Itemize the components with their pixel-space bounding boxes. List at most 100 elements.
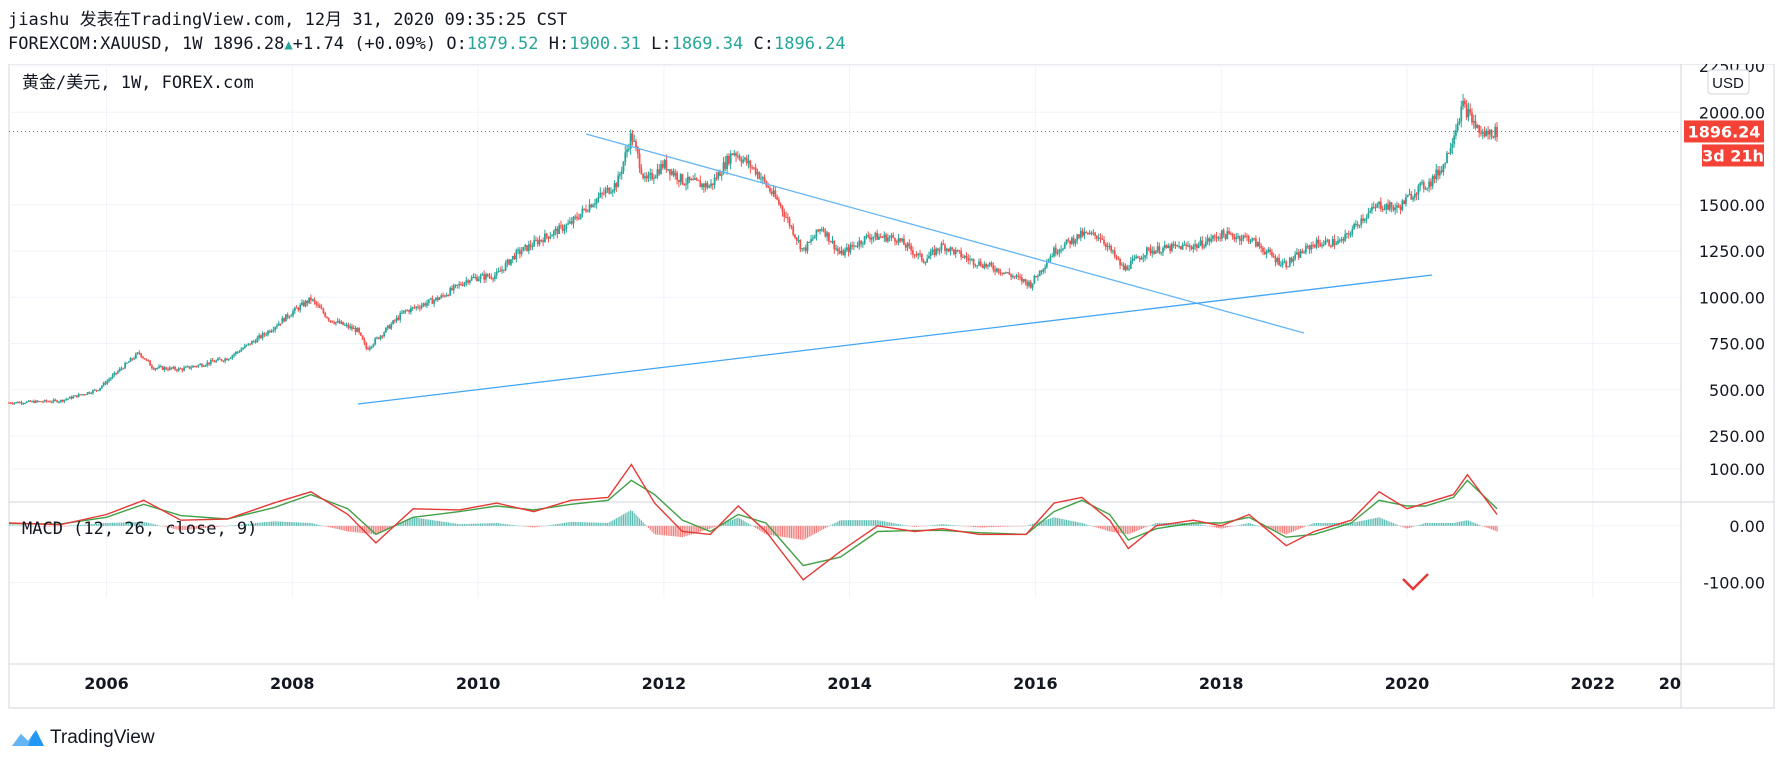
candle-body <box>1313 245 1316 248</box>
macd-histogram-bar <box>128 522 130 526</box>
macd-histogram-bar <box>47 525 49 527</box>
macd-histogram-bar <box>964 525 966 527</box>
macd-histogram-bar <box>1217 525 1219 529</box>
candle-body <box>376 337 378 339</box>
macd-histogram-bar <box>1405 525 1407 529</box>
trendline-resistance[interactable] <box>585 133 1305 334</box>
candle-body <box>760 178 762 180</box>
macd-histogram-bar <box>342 525 344 531</box>
macd-histogram-bar <box>578 522 580 526</box>
candle-body <box>856 246 859 248</box>
candle-body <box>965 256 968 259</box>
trendline-support[interactable] <box>357 274 1433 405</box>
candle-body <box>660 163 662 174</box>
macd-histogram-bar <box>569 522 571 526</box>
candle-body <box>956 250 959 252</box>
macd-histogram-bar <box>910 525 912 527</box>
macd-histogram-bar <box>803 525 805 540</box>
candle-body <box>661 163 664 168</box>
macd-histogram-bar <box>524 525 526 527</box>
candle-body <box>1353 223 1356 230</box>
macd-histogram-bar <box>1246 523 1248 526</box>
candle-body <box>417 306 419 308</box>
candle-body <box>293 307 296 312</box>
macd-histogram-bar <box>51 525 53 527</box>
macd-histogram-bar <box>930 525 932 526</box>
macd-histogram-bar <box>188 525 191 530</box>
candle-body <box>1419 183 1422 186</box>
candle-body <box>242 348 244 350</box>
macd-histogram-bar <box>333 525 335 529</box>
currency-label: USD <box>1712 75 1744 92</box>
macd-histogram-bar <box>662 525 664 536</box>
macd-histogram-bar <box>383 525 385 531</box>
candle-body <box>209 360 212 365</box>
macd-axis[interactable]: 100.000.00-100.00 <box>1703 460 1765 593</box>
candle-body <box>1451 143 1454 149</box>
macd-histogram-bar <box>1340 523 1343 526</box>
ohlc-row: FOREXCOM:XAUUSD, 1W 1896.28▲+1.74 (+0.09… <box>8 32 846 57</box>
candle-body <box>142 356 144 359</box>
macd-histogram-bar <box>630 510 632 526</box>
candle-body <box>644 176 646 179</box>
macd-histogram-bar <box>1065 519 1068 526</box>
macd-histogram-bar <box>233 525 235 526</box>
candle-body <box>599 192 602 197</box>
candle-body <box>1322 244 1325 246</box>
candle-body <box>710 183 712 187</box>
macd-histogram-bar <box>1385 520 1387 526</box>
candle-body <box>970 259 973 261</box>
candle-body <box>536 240 539 245</box>
time-axis[interactable]: 2006 2008 2010 2012 2014 2016 2018 2020 2022 20 <box>84 674 1681 693</box>
candle-body <box>1081 230 1084 236</box>
macd-histogram-bar <box>304 522 307 526</box>
macd-histogram-bar <box>1137 525 1139 531</box>
macd-histogram-bar <box>40 525 42 527</box>
macd-histogram-bar <box>140 521 142 526</box>
macd-histogram-bar <box>596 522 598 526</box>
macd-histogram-bar <box>521 525 523 527</box>
candle-body <box>1038 270 1041 277</box>
candle-body <box>1406 195 1409 198</box>
macd-histogram-bar <box>1203 525 1205 526</box>
currency-button[interactable]: USD <box>1707 69 1750 95</box>
candle-body <box>940 243 943 251</box>
candle-body <box>569 221 571 224</box>
macd-histogram-bar <box>74 525 76 526</box>
candle-body <box>443 295 446 297</box>
macd-histogram-bar <box>1389 521 1391 526</box>
candle-body <box>981 265 984 268</box>
chart[interactable]: 2250.002000.001500.001250.001000.00750.0… <box>0 64 1783 714</box>
macd-histogram-bar <box>251 523 253 526</box>
macd-histogram-bar <box>1240 524 1243 526</box>
candle-body <box>472 277 475 279</box>
macd-histogram-bar <box>862 520 864 526</box>
candle-body <box>270 330 273 333</box>
macd-histogram-bar <box>1228 525 1230 528</box>
macd-histogram-bar <box>178 525 180 530</box>
macd-histogram-bar <box>137 522 139 526</box>
candle-body <box>120 368 123 370</box>
macd-histogram-bar <box>688 525 691 536</box>
candle-body <box>1460 106 1463 122</box>
time-tick: 2012 <box>642 674 687 693</box>
macd-histogram-bar <box>819 525 821 532</box>
macd-histogram-bar <box>1274 525 1277 532</box>
macd-histogram-bar <box>951 525 953 526</box>
candle-body <box>399 313 402 320</box>
macd-histogram-bar <box>1098 525 1100 529</box>
macd-histogram-bar <box>85 524 87 526</box>
candle-body <box>415 306 418 308</box>
candle-body <box>1133 258 1136 260</box>
candle-body <box>829 241 832 243</box>
macd-histogram-bar <box>79 524 82 526</box>
candle-body <box>383 332 386 336</box>
candle-body <box>795 237 798 241</box>
candle-body <box>402 310 405 313</box>
candle-body <box>1078 234 1080 238</box>
footer[interactable]: TradingView <box>8 726 155 750</box>
candle-body <box>1401 200 1404 210</box>
candle-body <box>127 361 130 363</box>
macd-histogram-bar <box>490 523 492 526</box>
macd-histogram-bar <box>415 517 417 526</box>
